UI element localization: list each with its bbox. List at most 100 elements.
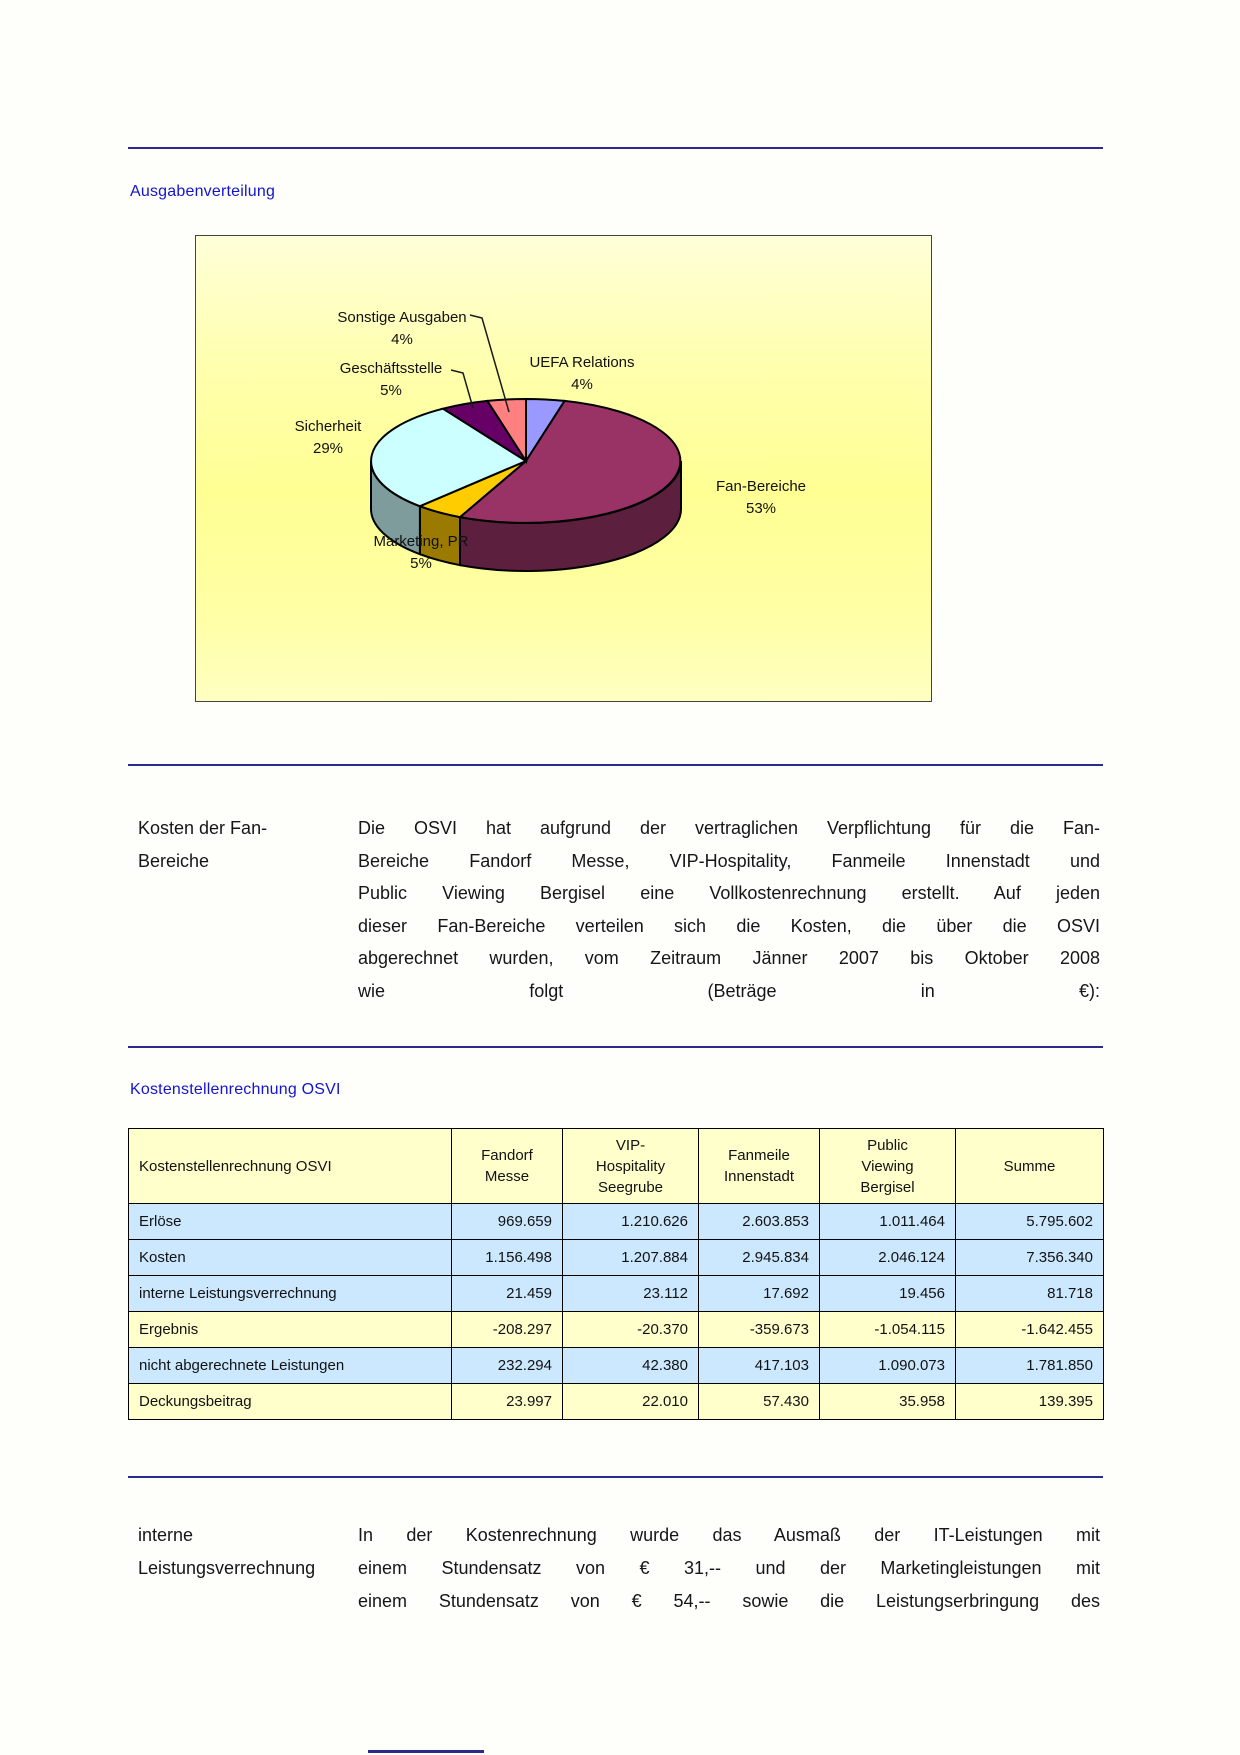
pie-slice-fan-bereiche: [457, 399, 682, 524]
pie-label-uefa: UEFA Relations 4%: [529, 352, 634, 396]
table-cell: 5.795.602: [955, 1203, 1104, 1240]
table-header-fanmeile: Fanmeile Innenstadt: [698, 1128, 820, 1204]
table-cell: -208.297: [451, 1311, 563, 1348]
table-cell: 139.395: [955, 1383, 1104, 1420]
table-cell: 1.011.464: [819, 1203, 956, 1240]
table-cell: 2.945.834: [698, 1239, 820, 1276]
table-cell: 81.718: [955, 1275, 1104, 1312]
pie-label-sicherheit-pct: 29%: [312, 440, 344, 457]
table-cell: nicht abgerechnete Leistungen: [128, 1347, 452, 1384]
horizontal-rule-2: [128, 764, 1103, 766]
table-cell: 7.356.340: [955, 1239, 1104, 1276]
pie-label-sonstige: Sonstige Ausgaben 4%: [337, 307, 466, 351]
table-header-public-viewing: Public Viewing Bergisel: [819, 1128, 956, 1204]
pie-label-uefa-pct: 4%: [571, 376, 593, 393]
margin-label-interne-leistungsverrechnung: interne Leistungsverrechnung: [138, 1519, 353, 1585]
table-header-row: Kostenstellenrechnung OSVI Fandorf Messe…: [128, 1128, 1104, 1204]
pie-label-fan-bereiche-name: Fan-Bereiche: [715, 478, 807, 495]
paragraph-line: abgerechnet wurden, vom Zeitraum Jänner …: [358, 948, 1100, 968]
table-cell: 1.207.884: [562, 1239, 699, 1276]
table-cell: Deckungsbeitrag: [128, 1383, 452, 1420]
pie-label-geschaeftsstelle: Geschäftsstelle 5%: [340, 358, 443, 402]
table-row-deckungsbeitrag: Deckungsbeitrag 23.997 22.010 57.430 35.…: [128, 1383, 1104, 1420]
margin-label-line: Bereiche: [138, 850, 210, 871]
margin-label-line: Kosten der Fan-: [138, 818, 268, 838]
leader-line-geschaeftsstelle: [450, 369, 474, 409]
pie-label-marketing-pr-pct: 5%: [410, 555, 432, 572]
table-cell: 21.459: [451, 1275, 563, 1312]
table-cell: 417.103: [698, 1347, 820, 1384]
table-cell: 42.380: [562, 1347, 699, 1384]
paragraph-interne-leistungsverrechnung: In der Kostenrechnung wurde das Ausmaß d…: [358, 1519, 1100, 1618]
pie-label-marketing-pr: Marketing, PR 5%: [373, 531, 468, 575]
paragraph-line: dieser Fan-Bereiche verteilen sich die K…: [358, 915, 1100, 936]
table-cell: 19.456: [819, 1275, 956, 1312]
pie-label-uefa-name: UEFA Relations: [529, 354, 635, 371]
horizontal-rule-fragment-bottom: [368, 1750, 484, 1753]
pie-label-sonstige-name: Sonstige Ausgaben: [337, 309, 467, 326]
pie-label-geschaeftsstelle-name: Geschäftsstelle: [339, 360, 443, 377]
table-cell: 1.090.073: [819, 1347, 956, 1384]
table-header-fandorf-messe: Fandorf Messe: [451, 1128, 563, 1204]
table-cell: 2.603.853: [698, 1203, 820, 1240]
horizontal-rule-3: [128, 1046, 1103, 1048]
pie-label-fan-bereiche: Fan-Bereiche 53%: [716, 476, 806, 520]
paragraph-line: einem Stundensatz von € 31,-- und der Ma…: [358, 1558, 1100, 1578]
table-row-ergebnis: Ergebnis -208.297 -20.370 -359.673 -1.05…: [128, 1311, 1104, 1348]
pie-label-marketing-pr-name: Marketing, PR: [373, 533, 469, 550]
table-cell: interne Leistungsverrechnung: [128, 1275, 452, 1312]
pie-label-sicherheit: Sicherheit 29%: [295, 416, 362, 460]
table-cell: -20.370: [562, 1311, 699, 1348]
pie-chart-panel: Sonstige Ausgaben 4% UEFA Relations 4% G…: [195, 235, 932, 702]
table-cell: -359.673: [698, 1311, 820, 1348]
paragraph-line: Die OSVI hat aufgrund der vertraglichen …: [358, 818, 1100, 838]
margin-label-line: interne: [138, 1525, 194, 1545]
paragraph-line: In der Kostenrechnung wurde das Ausmaß d…: [358, 1525, 1100, 1545]
paragraph-line: Bereiche Fandorf Messe, VIP-Hospitality,…: [358, 850, 1100, 871]
pie-slice-sonstige-ausgaben: [485, 397, 527, 465]
paragraph-line: Public Viewing Bergisel eine Vollkostenr…: [358, 883, 1100, 903]
table-cell: 1.156.498: [451, 1239, 563, 1276]
table-row-kosten: Kosten 1.156.498 1.207.884 2.945.834 2.0…: [128, 1239, 1104, 1276]
table-cell: Ergebnis: [128, 1311, 452, 1348]
margin-label-line: Leistungsverrechnung: [138, 1558, 316, 1578]
kostenstellen-table: Kostenstellenrechnung OSVI Fandorf Messe…: [128, 1128, 1104, 1420]
table-cell: 23.997: [451, 1383, 563, 1420]
section-heading-kostenstellenrechnung: Kostenstellenrechnung OSVI: [130, 1081, 341, 1098]
table-cell: 1.210.626: [562, 1203, 699, 1240]
section-heading-ausgabenverteilung: Ausgabenverteilung: [130, 183, 276, 200]
table-cell: 35.958: [819, 1383, 956, 1420]
horizontal-rule-4: [128, 1476, 1103, 1478]
leader-line-sonstige: [469, 314, 510, 413]
table-cell: Kosten: [128, 1239, 452, 1276]
table-cell: 57.430: [698, 1383, 820, 1420]
table-cell: 22.010: [562, 1383, 699, 1420]
paragraph-line: einem Stundensatz von € 54,-- sowie die …: [358, 1591, 1100, 1611]
table-header-summe: Summe: [955, 1128, 1104, 1204]
table-header-kostenstellenrechnung: Kostenstellenrechnung OSVI: [128, 1128, 452, 1204]
horizontal-rule-top: [128, 147, 1103, 149]
pie-label-sonstige-pct: 4%: [391, 331, 413, 348]
pie-chart-svg: [370, 314, 682, 572]
table-cell: 1.781.850: [955, 1347, 1104, 1384]
table-cell: 23.112: [562, 1275, 699, 1312]
table-cell: -1.642.455: [955, 1311, 1104, 1348]
pie-label-sicherheit-name: Sicherheit: [294, 418, 362, 435]
table-cell: 232.294: [451, 1347, 563, 1384]
paragraph-line: wie folgt (Beträge in €):: [358, 980, 1100, 1001]
table-cell: 2.046.124: [819, 1239, 956, 1276]
table-row-nicht-abgerechnete-leistungen: nicht abgerechnete Leistungen 232.294 42…: [128, 1347, 1104, 1384]
pie-label-geschaeftsstelle-pct: 5%: [380, 382, 402, 399]
margin-label-kosten-der-fan-bereiche: Kosten der Fan- Bereiche: [138, 812, 348, 877]
table-header-vip-hospitality: VIP- Hospitality Seegrube: [562, 1128, 699, 1204]
table-cell: Erlöse: [128, 1203, 452, 1240]
table-cell: -1.054.115: [819, 1311, 956, 1348]
paragraph-kosten-der-fan-bereiche: Die OSVI hat aufgrund der vertraglichen …: [358, 812, 1100, 1007]
table-cell: 17.692: [698, 1275, 820, 1312]
table-row-interne-leistungsverrechnung: interne Leistungsverrechnung 21.459 23.1…: [128, 1275, 1104, 1312]
pie-label-fan-bereiche-pct: 53%: [745, 500, 777, 517]
table-cell: 969.659: [451, 1203, 563, 1240]
table-row-erloese: Erlöse 969.659 1.210.626 2.603.853 1.011…: [128, 1203, 1104, 1240]
pie-slice-sicherheit: [370, 407, 529, 508]
